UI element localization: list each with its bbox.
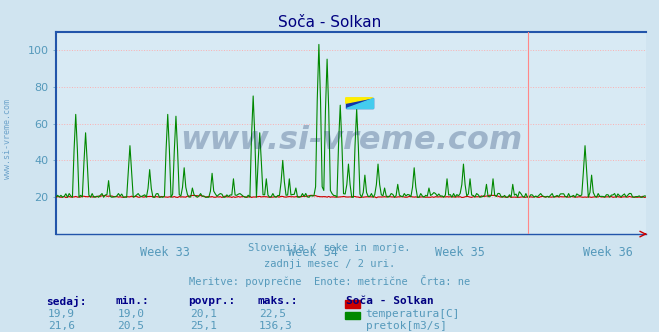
- Polygon shape: [346, 98, 372, 103]
- Text: povpr.:: povpr.:: [188, 296, 235, 306]
- Text: Week 36: Week 36: [583, 246, 633, 259]
- Text: Week 33: Week 33: [140, 246, 190, 259]
- Text: pretok[m3/s]: pretok[m3/s]: [366, 321, 447, 331]
- Text: 19,0: 19,0: [117, 309, 144, 319]
- Text: zadnji mesec / 2 uri.: zadnji mesec / 2 uri.: [264, 259, 395, 269]
- Text: www.si-vreme.com: www.si-vreme.com: [3, 100, 13, 179]
- Text: 20,5: 20,5: [117, 321, 144, 331]
- Text: 22,5: 22,5: [259, 309, 286, 319]
- Text: 136,3: 136,3: [259, 321, 293, 331]
- Text: sedaj:: sedaj:: [46, 296, 86, 307]
- Text: Soča - Solkan: Soča - Solkan: [346, 296, 434, 306]
- Polygon shape: [346, 98, 372, 108]
- Text: maks.:: maks.:: [257, 296, 297, 306]
- Bar: [346, 98, 372, 108]
- Text: Slovenija / reke in morje.: Slovenija / reke in morje.: [248, 243, 411, 253]
- Text: 19,9: 19,9: [48, 309, 75, 319]
- Text: www.si-vreme.com: www.si-vreme.com: [180, 125, 522, 156]
- Text: Meritve: povprečne  Enote: metrične  Črta: ne: Meritve: povprečne Enote: metrične Črta:…: [189, 275, 470, 287]
- Text: 21,6: 21,6: [48, 321, 75, 331]
- Text: Week 35: Week 35: [435, 246, 485, 259]
- Text: temperatura[C]: temperatura[C]: [366, 309, 460, 319]
- Text: 25,1: 25,1: [190, 321, 217, 331]
- Text: min.:: min.:: [115, 296, 149, 306]
- Text: Soča - Solkan: Soča - Solkan: [278, 15, 381, 30]
- Text: 20,1: 20,1: [190, 309, 217, 319]
- Text: Week 34: Week 34: [287, 246, 337, 259]
